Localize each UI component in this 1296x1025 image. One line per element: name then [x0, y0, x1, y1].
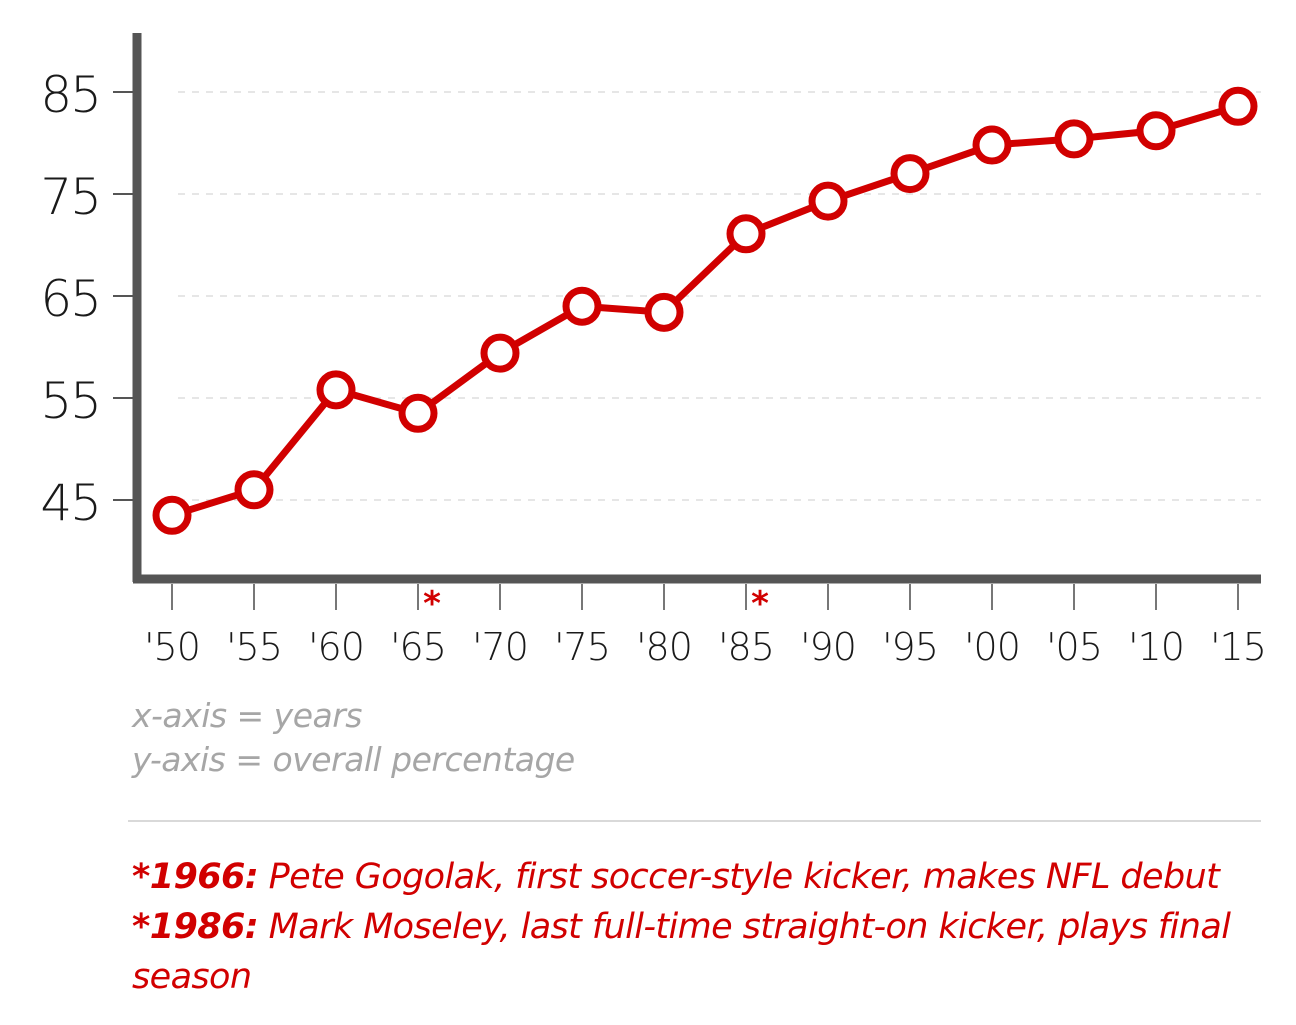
data-point [152, 495, 192, 535]
footnote-text: Pete Gogolak, first soccer-style kicker,… [268, 857, 1220, 897]
series-line [170, 102, 1240, 519]
footnote-key: *1966: [132, 857, 259, 897]
y-axis-note: y-axis = overall percentage [132, 740, 575, 779]
x-tick-label: '90 [800, 625, 856, 669]
x-tick-label: '55 [226, 625, 282, 669]
data-point [644, 292, 684, 332]
data-point [890, 154, 930, 194]
x-tick-label: '10 [1128, 625, 1184, 669]
x-tick-label: '95 [882, 625, 938, 669]
y-tick-label: 45 [40, 474, 100, 532]
footnote-key: *1986: [132, 907, 259, 947]
data-point [480, 333, 520, 373]
x-tick-label: '85 [718, 625, 774, 669]
data-point [316, 370, 356, 410]
annotation-asterisk: * [423, 584, 441, 624]
x-axis-note: x-axis = years [132, 696, 363, 735]
x-tick-label: '50 [144, 625, 200, 669]
x-tick-label: '00 [964, 625, 1020, 669]
data-point [726, 214, 766, 254]
footnote-1966: *1966: Pete Gogolak, first soccer-style … [132, 852, 1272, 902]
data-point [1136, 111, 1176, 151]
y-tick-label: 85 [40, 66, 100, 124]
line-chart: 45 55 65 75 85 '50 '55 '60 '65 '70 '75 '80 '85 '90 '95… [40, 33, 1267, 669]
footnote-1986: *1986: Mark Moseley, last full-time stra… [132, 902, 1272, 1002]
data-point [1218, 86, 1258, 126]
data-point [398, 393, 438, 433]
footnotes: *1966: Pete Gogolak, first soccer-style … [132, 852, 1272, 1002]
x-tick-label: '60 [308, 625, 364, 669]
x-tick-label: '15 [1210, 625, 1266, 669]
y-tick-label: 55 [40, 372, 100, 430]
data-point [234, 470, 274, 510]
data-point [972, 125, 1012, 165]
data-point [1054, 119, 1094, 159]
y-tick-label: 75 [40, 168, 100, 226]
data-point [808, 181, 848, 221]
annotation-asterisk: * [751, 584, 769, 624]
x-tick-label: '75 [554, 625, 610, 669]
data-point [562, 286, 602, 326]
x-tick-label: '70 [472, 625, 528, 669]
footnote-text: Mark Moseley, last full-time straight-on… [132, 907, 1231, 997]
divider [128, 820, 1261, 822]
x-tick-label: '05 [1046, 625, 1102, 669]
x-tick-label: '80 [636, 625, 692, 669]
y-tick-label: 65 [40, 270, 100, 328]
x-tick-label: '65 [390, 625, 446, 669]
